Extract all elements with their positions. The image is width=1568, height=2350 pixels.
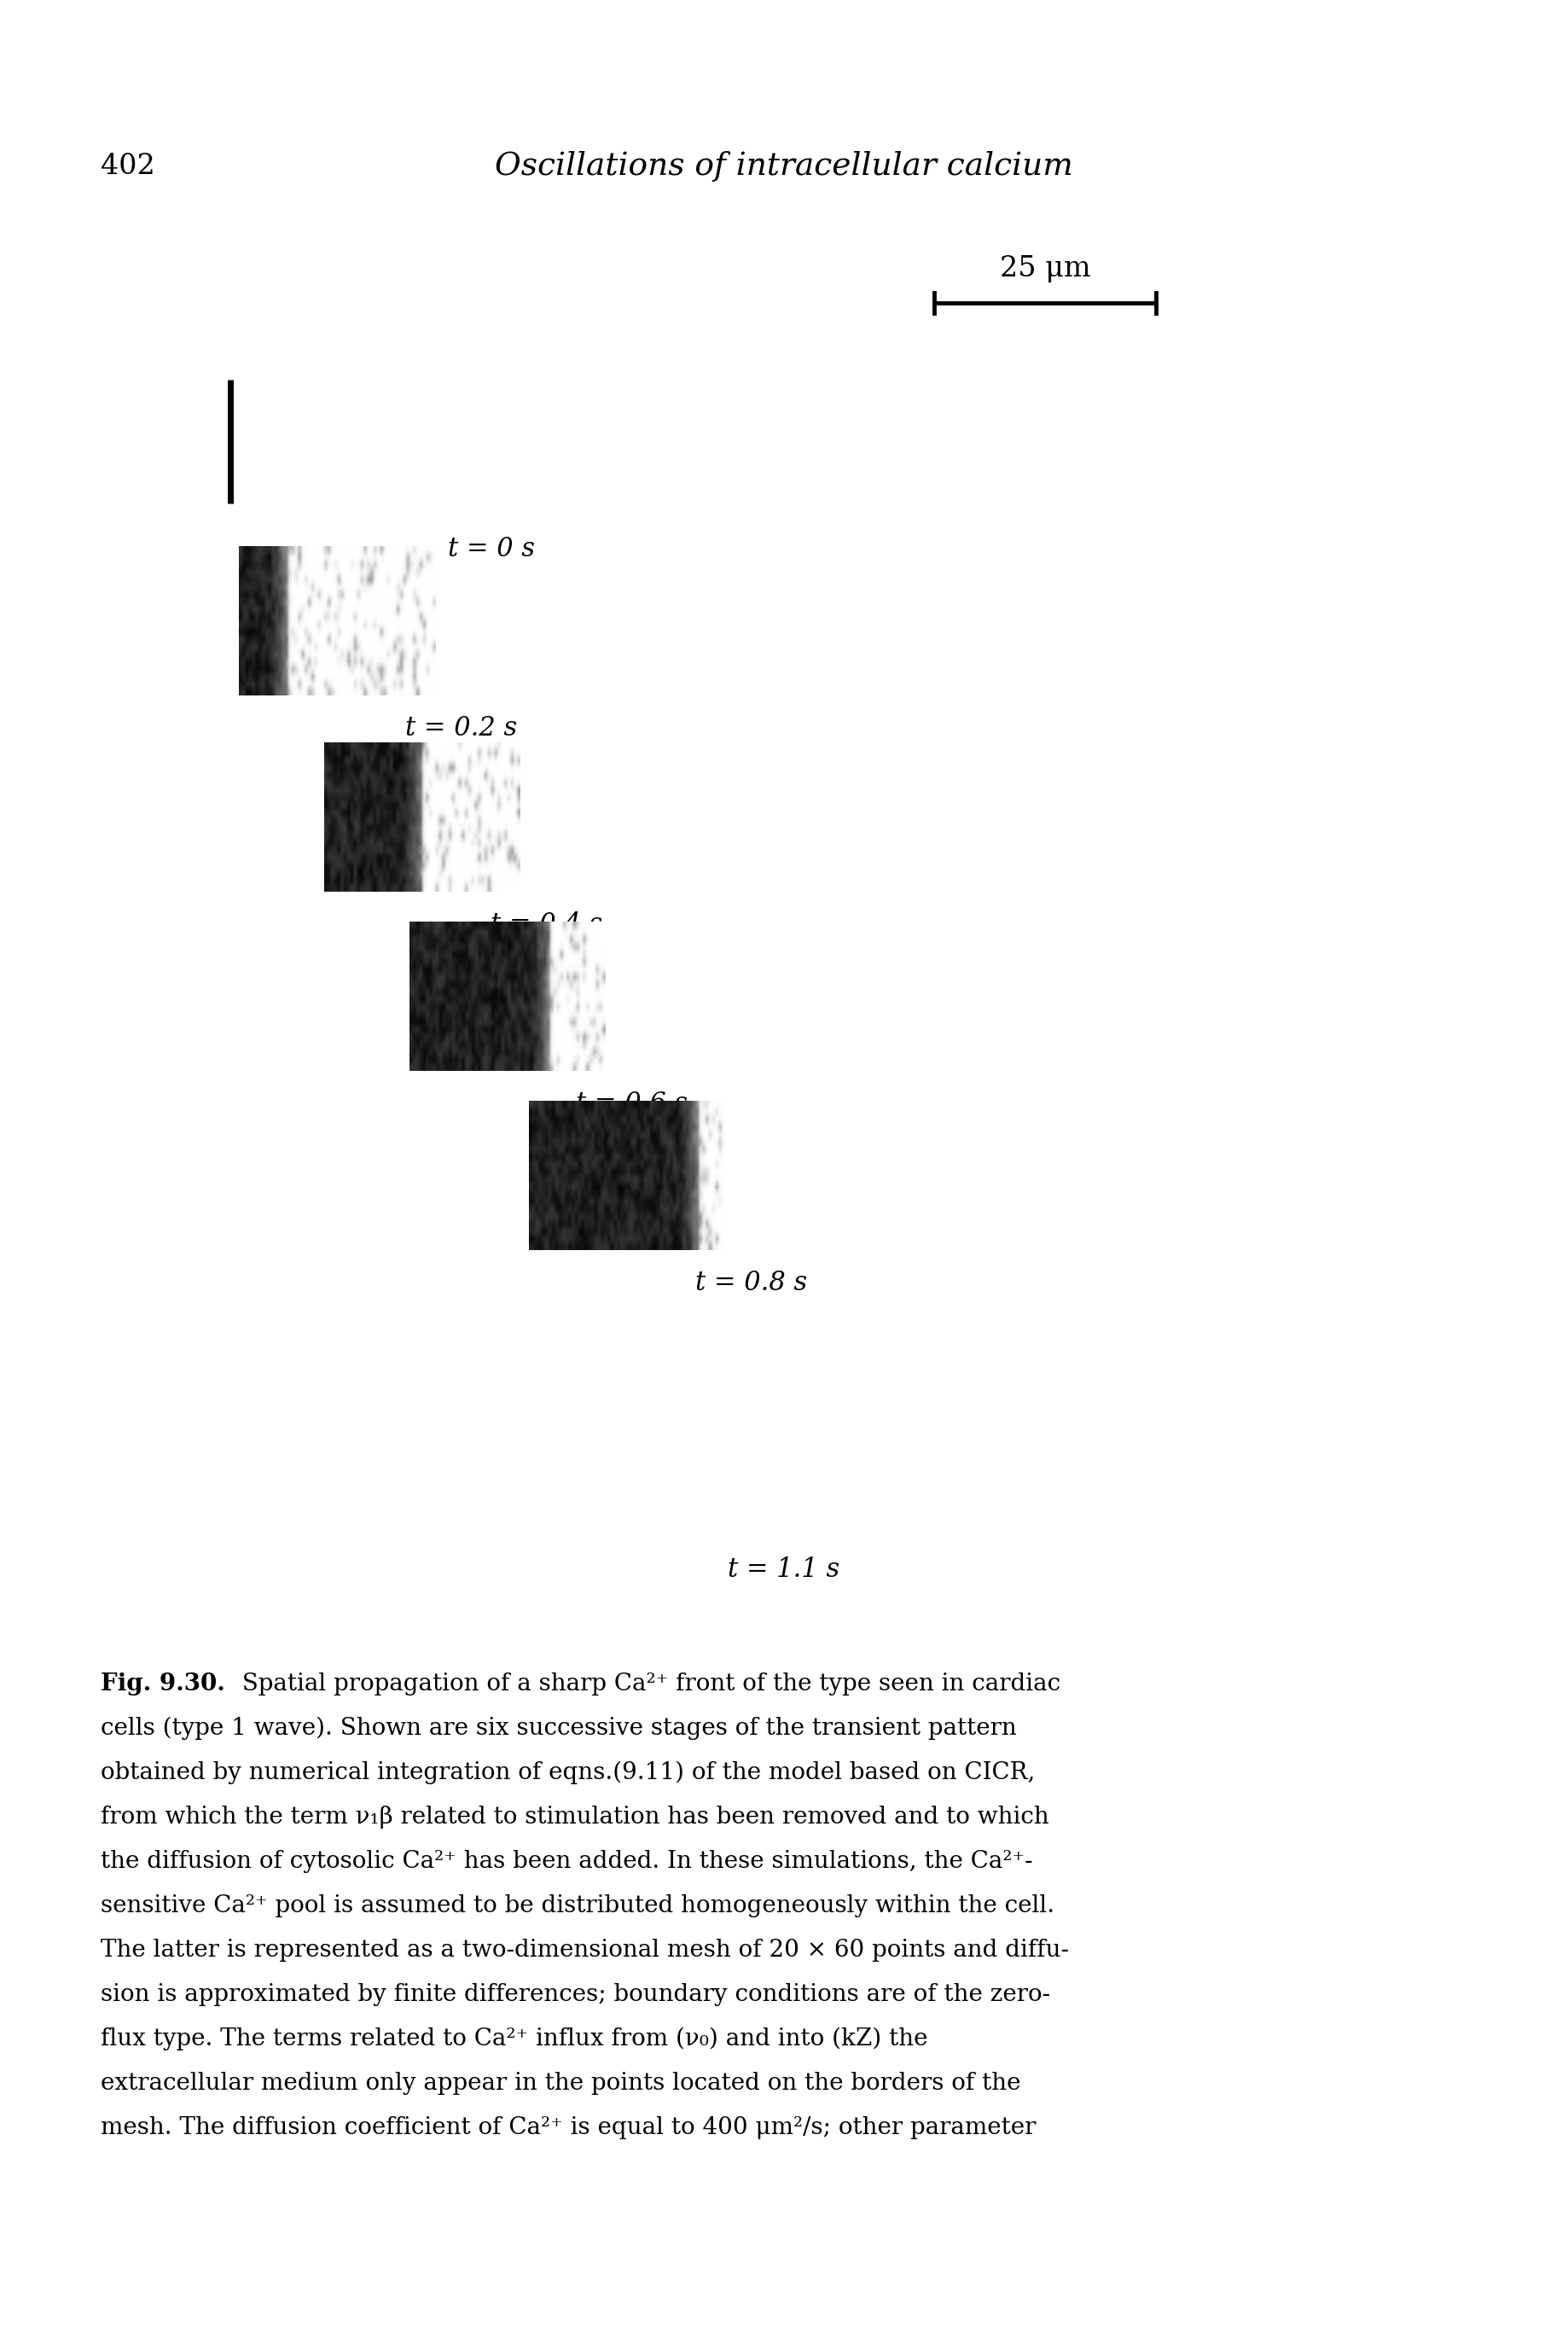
Text: cells (type 1 wave). Shown are six successive stages of the transient pattern: cells (type 1 wave). Shown are six succe…	[100, 1718, 1016, 1741]
Text: Fig. 9.30.: Fig. 9.30.	[100, 1673, 226, 1694]
Text: the diffusion of cytosolic Ca²⁺ has been added. In these simulations, the Ca²⁺-: the diffusion of cytosolic Ca²⁺ has been…	[100, 1849, 1033, 1873]
Text: t = 0.8 s: t = 0.8 s	[695, 1269, 808, 1295]
Text: t = 0.2 s: t = 0.2 s	[405, 714, 517, 740]
Text: t = 0.4 s: t = 0.4 s	[491, 912, 602, 938]
Text: Oscillations of intracellular calcium: Oscillations of intracellular calcium	[495, 150, 1073, 181]
Text: mesh. The diffusion coefficient of Ca²⁺ is equal to 400 μm²/s; other parameter: mesh. The diffusion coefficient of Ca²⁺ …	[100, 2117, 1036, 2139]
Text: extracellular medium only appear in the points located on the borders of the: extracellular medium only appear in the …	[100, 2073, 1021, 2094]
Text: sion is approximated by finite differences; boundary conditions are of the zero-: sion is approximated by finite differenc…	[100, 1983, 1051, 2007]
Text: Spatial propagation of a sharp Ca²⁺ front of the type seen in cardiac: Spatial propagation of a sharp Ca²⁺ fron…	[227, 1673, 1060, 1694]
Text: obtained by numerical integration of eqns.(9.11) of the model based on CICR,: obtained by numerical integration of eqn…	[100, 1760, 1035, 1784]
Text: The latter is represented as a two-dimensional mesh of 20 × 60 points and diffu-: The latter is represented as a two-dimen…	[100, 1939, 1069, 1962]
Text: from which the term ν₁β related to stimulation has been removed and to which: from which the term ν₁β related to stimu…	[100, 1805, 1049, 1828]
Text: 25 μm: 25 μm	[999, 256, 1090, 282]
Text: t = 1.1 s: t = 1.1 s	[728, 1556, 840, 1584]
Text: t = 0.6 s: t = 0.6 s	[575, 1090, 688, 1116]
Text: flux type. The terms related to Ca²⁺ influx from (ν₀) and into (kZ) the: flux type. The terms related to Ca²⁺ inf…	[100, 2028, 928, 2052]
Text: t = 0 s: t = 0 s	[448, 536, 535, 562]
Text: 402: 402	[100, 153, 155, 181]
Text: sensitive Ca²⁺ pool is assumed to be distributed homogeneously within the cell.: sensitive Ca²⁺ pool is assumed to be dis…	[100, 1894, 1055, 1918]
